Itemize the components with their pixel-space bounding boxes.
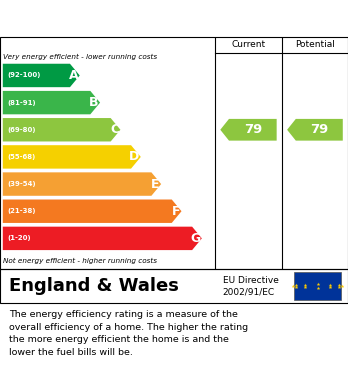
Polygon shape	[3, 118, 120, 142]
Text: (21-38): (21-38)	[7, 208, 35, 214]
Bar	[294, 272, 341, 300]
Text: (69-80): (69-80)	[7, 127, 35, 133]
Text: Energy Efficiency Rating: Energy Efficiency Rating	[9, 12, 230, 27]
Polygon shape	[3, 227, 202, 250]
Text: EU Directive: EU Directive	[223, 276, 279, 285]
Text: Very energy efficient - lower running costs: Very energy efficient - lower running co…	[3, 54, 158, 60]
Polygon shape	[287, 119, 343, 141]
Text: G: G	[190, 232, 200, 245]
Text: A: A	[69, 69, 78, 82]
Text: E: E	[151, 178, 160, 190]
Text: (39-54): (39-54)	[7, 181, 35, 187]
Text: B: B	[89, 96, 99, 109]
Polygon shape	[3, 91, 100, 114]
Text: Not energy efficient - higher running costs: Not energy efficient - higher running co…	[3, 258, 158, 264]
Polygon shape	[3, 199, 182, 223]
Text: The energy efficiency rating is a measure of the
overall efficiency of a home. T: The energy efficiency rating is a measur…	[9, 310, 248, 357]
Text: C: C	[110, 123, 119, 136]
Text: (81-91): (81-91)	[7, 100, 35, 106]
Text: (92-100): (92-100)	[7, 72, 40, 79]
Polygon shape	[220, 119, 277, 141]
Text: Potential: Potential	[295, 40, 335, 49]
Text: 2002/91/EC: 2002/91/EC	[223, 287, 275, 296]
Text: Current: Current	[231, 40, 266, 49]
Text: 79: 79	[244, 123, 262, 136]
Text: (1-20): (1-20)	[7, 235, 31, 241]
Text: 79: 79	[310, 123, 329, 136]
Text: (55-68): (55-68)	[7, 154, 35, 160]
Text: England & Wales: England & Wales	[9, 277, 179, 295]
Text: F: F	[172, 205, 180, 218]
Polygon shape	[3, 64, 80, 87]
Polygon shape	[3, 172, 161, 196]
Polygon shape	[3, 145, 141, 169]
Text: D: D	[129, 151, 140, 163]
